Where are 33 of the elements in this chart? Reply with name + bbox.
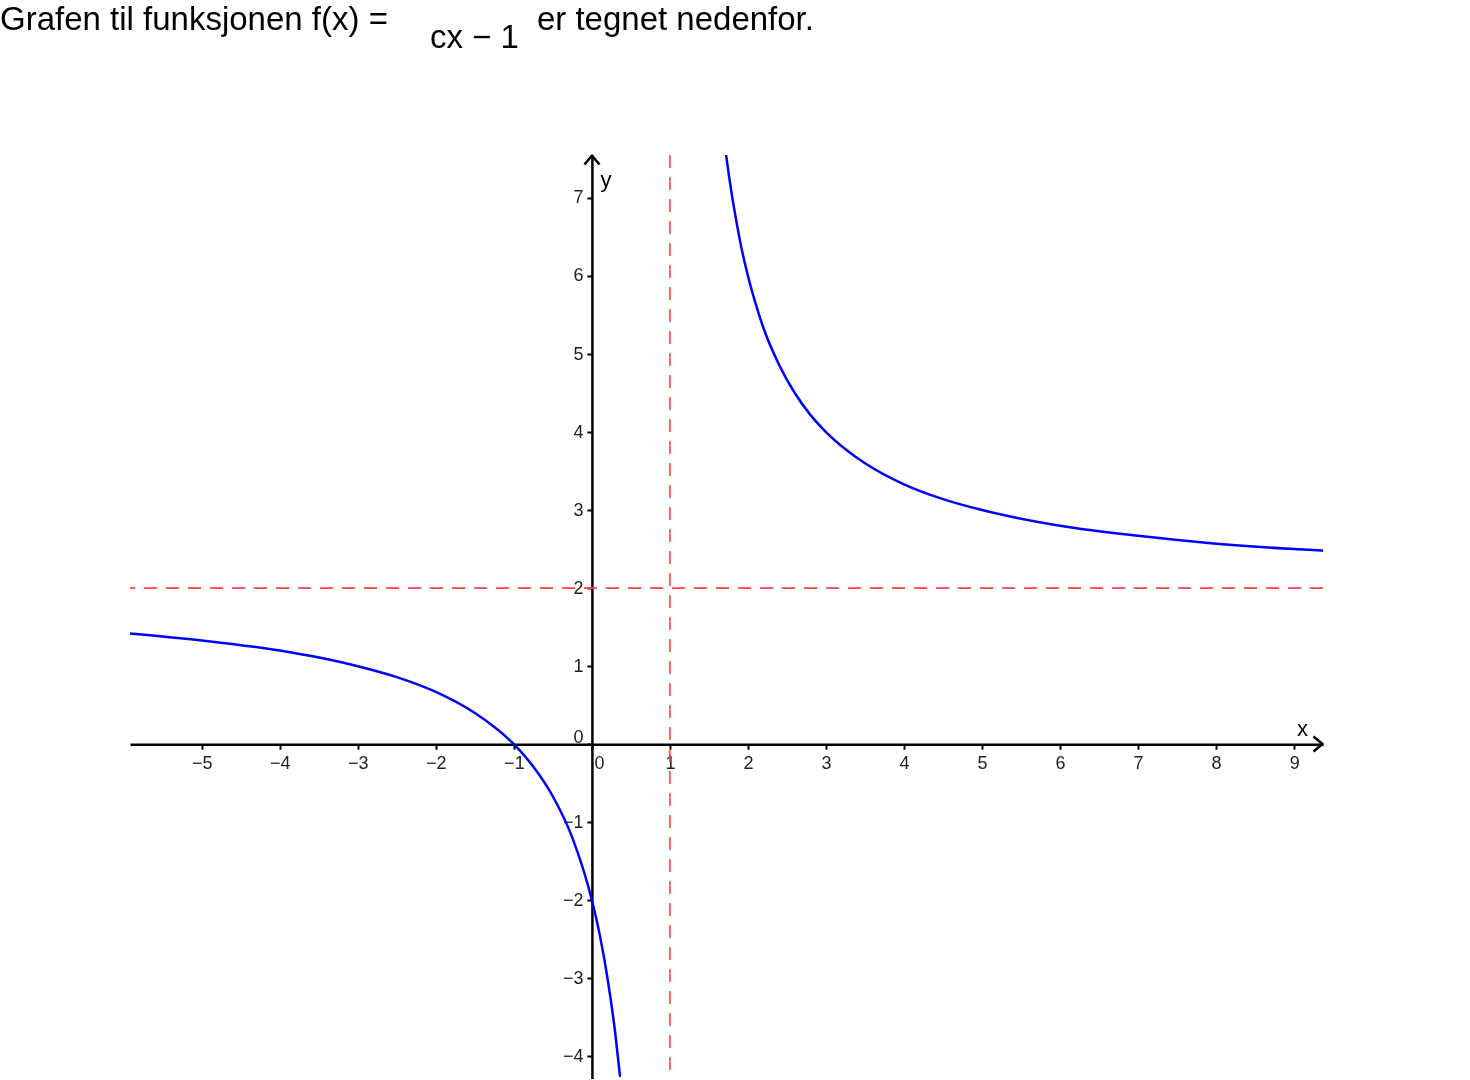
line-series <box>724 155 1323 552</box>
y-tick-label: 4 <box>573 421 584 442</box>
x-tick-label: −1 <box>504 752 525 773</box>
y-tick-label: 3 <box>573 499 584 520</box>
y-tick-label: 7 <box>573 187 584 208</box>
chart-title: Grafen til funksjonen f(x) = <box>0 0 388 38</box>
y-tick-label: 2 <box>573 577 584 598</box>
x-tick-label: 2 <box>743 752 754 773</box>
line-series <box>130 632 622 1078</box>
x-tick-label: 8 <box>1211 752 1222 773</box>
x-tick-label: 4 <box>899 752 910 773</box>
text: er tegnet nedenfor. <box>536 0 814 38</box>
x-tick-label: 0 <box>594 752 605 773</box>
x-tick-label: −4 <box>270 752 291 773</box>
x-tick-label: 5 <box>977 752 988 773</box>
y-tick-label: −4 <box>562 1045 584 1066</box>
y-axis-title: y <box>600 166 612 192</box>
y-tick-label: 6 <box>573 265 584 286</box>
y-tick-label: −3 <box>562 967 584 988</box>
x-tick-label: −5 <box>192 752 213 773</box>
x-tick-label: −2 <box>426 752 447 773</box>
x-tick-label: 7 <box>1133 752 1144 773</box>
x-tick-label: 1 <box>665 752 676 773</box>
x-tick-label: 6 <box>1055 752 1066 773</box>
y-tick-label: 0 <box>573 726 584 747</box>
text: cx − 1 <box>429 18 519 56</box>
y-tick-label: 1 <box>573 655 584 676</box>
x-axis-title: x <box>1297 715 1308 741</box>
y-tick-label: −2 <box>562 889 584 910</box>
x-tick-label: 9 <box>1289 752 1300 773</box>
x-tick-label: −3 <box>348 752 369 773</box>
x-tick-label: 3 <box>821 752 832 773</box>
y-tick-label: 5 <box>573 343 584 364</box>
